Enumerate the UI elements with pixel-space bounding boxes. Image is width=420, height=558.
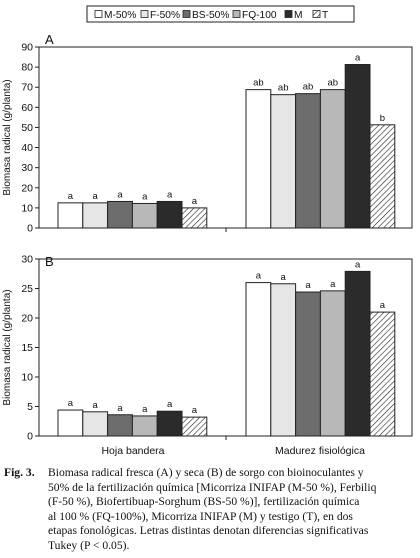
bar	[156, 200, 183, 229]
bar	[245, 282, 272, 437]
y-tick-label: 70	[21, 82, 33, 94]
y-tick-label: 40	[21, 142, 33, 154]
significance-letter: a	[68, 398, 74, 409]
significance-letter: a	[93, 400, 99, 411]
bar	[270, 94, 297, 229]
category-label: Madurez fisiológica	[275, 445, 365, 457]
bar	[82, 411, 109, 437]
significance-letter: a	[192, 405, 198, 416]
bar	[319, 290, 346, 437]
significance-letter: a	[117, 189, 123, 200]
y-tick-label: 15	[21, 342, 33, 354]
legend-swatch	[232, 10, 241, 18]
significance-letter: a	[330, 279, 336, 290]
legend-swatch	[94, 10, 103, 18]
significance-letter: ab	[328, 78, 339, 89]
significance-letter: a	[256, 271, 262, 282]
legend-label: BS-50%	[192, 10, 229, 21]
caption-line: etapas fonológicas. Letras distintas den…	[48, 524, 369, 538]
bar	[369, 311, 396, 437]
significance-letter: a	[355, 52, 361, 63]
bar	[107, 414, 133, 437]
y-tick-label: 0	[27, 431, 33, 443]
caption-figure-label: Fig. 3.	[4, 466, 35, 479]
y-tick-label: 20	[21, 313, 33, 325]
legend-label: T	[322, 10, 328, 21]
bar	[344, 270, 371, 437]
y-tick-label: 0	[27, 223, 33, 235]
significance-letter: ab	[278, 83, 289, 94]
panel-b: B 0 5 10 15 20 25 30 Biomasa radical (g/planta) a…	[2, 254, 413, 457]
category-label: Hoja bandera	[101, 445, 164, 457]
legend-swatch	[182, 10, 191, 18]
caption-line: Tukey (P < 0.05).	[48, 538, 130, 552]
panel-letter: A	[45, 32, 54, 47]
bar	[295, 93, 321, 229]
panel-a: A 0 10 20 30 40 50 60 70 80 90 Biomasa radical (g/p…	[2, 32, 413, 235]
y-tick-label: 30	[21, 162, 33, 174]
significance-letter: b	[380, 113, 385, 124]
legend-swatch	[140, 10, 149, 18]
y-tick-label: 80	[21, 62, 33, 74]
y-tick-label: 60	[21, 102, 33, 114]
significance-letter: a	[167, 189, 173, 200]
bar	[131, 202, 158, 229]
legend-swatch	[284, 10, 293, 18]
significance-letter: a	[142, 191, 148, 202]
y-axis-label: Biomasa radical (g/planta)	[2, 289, 13, 405]
bar	[295, 291, 321, 437]
significance-letter: a	[192, 196, 198, 207]
y-tick-label: 10	[21, 372, 33, 384]
legend-label: F-50%	[150, 10, 180, 21]
bar	[181, 207, 208, 229]
caption-line: (F-50 %), Biofertibuap-Sorghum (BS-50 %)…	[48, 495, 360, 509]
caption-line: al 100 % (FQ-100%), Micorriza INIFAP (M)…	[48, 509, 353, 523]
significance-letter: a	[93, 191, 99, 202]
significance-letter: a	[355, 259, 361, 270]
legend-box	[86, 5, 355, 23]
y-tick-label: 20	[21, 182, 33, 194]
bar	[57, 409, 84, 437]
figure-caption: Fig. 3. Biomasa radical fresca (A) y sec…	[4, 466, 418, 554]
significance-letter: a	[142, 404, 148, 415]
significance-letter: a	[380, 300, 386, 311]
legend-swatch	[312, 10, 321, 18]
bar	[82, 202, 109, 229]
significance-letter: ab	[253, 78, 264, 89]
bar	[131, 415, 158, 437]
bar	[156, 410, 183, 437]
y-tick-label: 25	[21, 283, 33, 295]
significance-letter: a	[117, 403, 123, 414]
bar-chart-figure: M-50% F-50% BS-50% FQ-100 M T A01020304050607…	[2, 5, 413, 457]
y-tick-label: 5	[27, 401, 33, 413]
panel-letter: B	[45, 254, 54, 269]
y-tick-label: 90	[21, 42, 33, 54]
significance-letter: ab	[303, 82, 314, 93]
bar	[107, 200, 133, 229]
bar	[344, 63, 371, 229]
legend-label: FQ-100	[242, 10, 277, 21]
bar	[369, 124, 396, 229]
bar	[245, 89, 272, 229]
legend: M-50% F-50% BS-50% FQ-100 M T	[86, 5, 355, 23]
significance-letter: a	[305, 280, 311, 291]
y-tick-label: 10	[21, 202, 33, 214]
bar	[181, 416, 208, 437]
bar	[319, 89, 346, 229]
caption-line: 50% de la fertilización química [Micorri…	[48, 480, 377, 494]
bar	[57, 202, 84, 229]
significance-letter: a	[167, 399, 173, 410]
bar	[270, 283, 297, 437]
legend-label: M-50%	[104, 10, 136, 21]
significance-letter: a	[281, 272, 287, 283]
y-axis-label: Biomasa radical (g/planta)	[2, 79, 13, 195]
y-tick-label: 30	[21, 254, 33, 266]
significance-letter: a	[68, 191, 74, 202]
y-tick-label: 50	[21, 122, 33, 134]
legend-label: M	[294, 10, 303, 21]
caption-line: Biomasa radical fresca (A) y seca (B) de…	[48, 466, 364, 479]
